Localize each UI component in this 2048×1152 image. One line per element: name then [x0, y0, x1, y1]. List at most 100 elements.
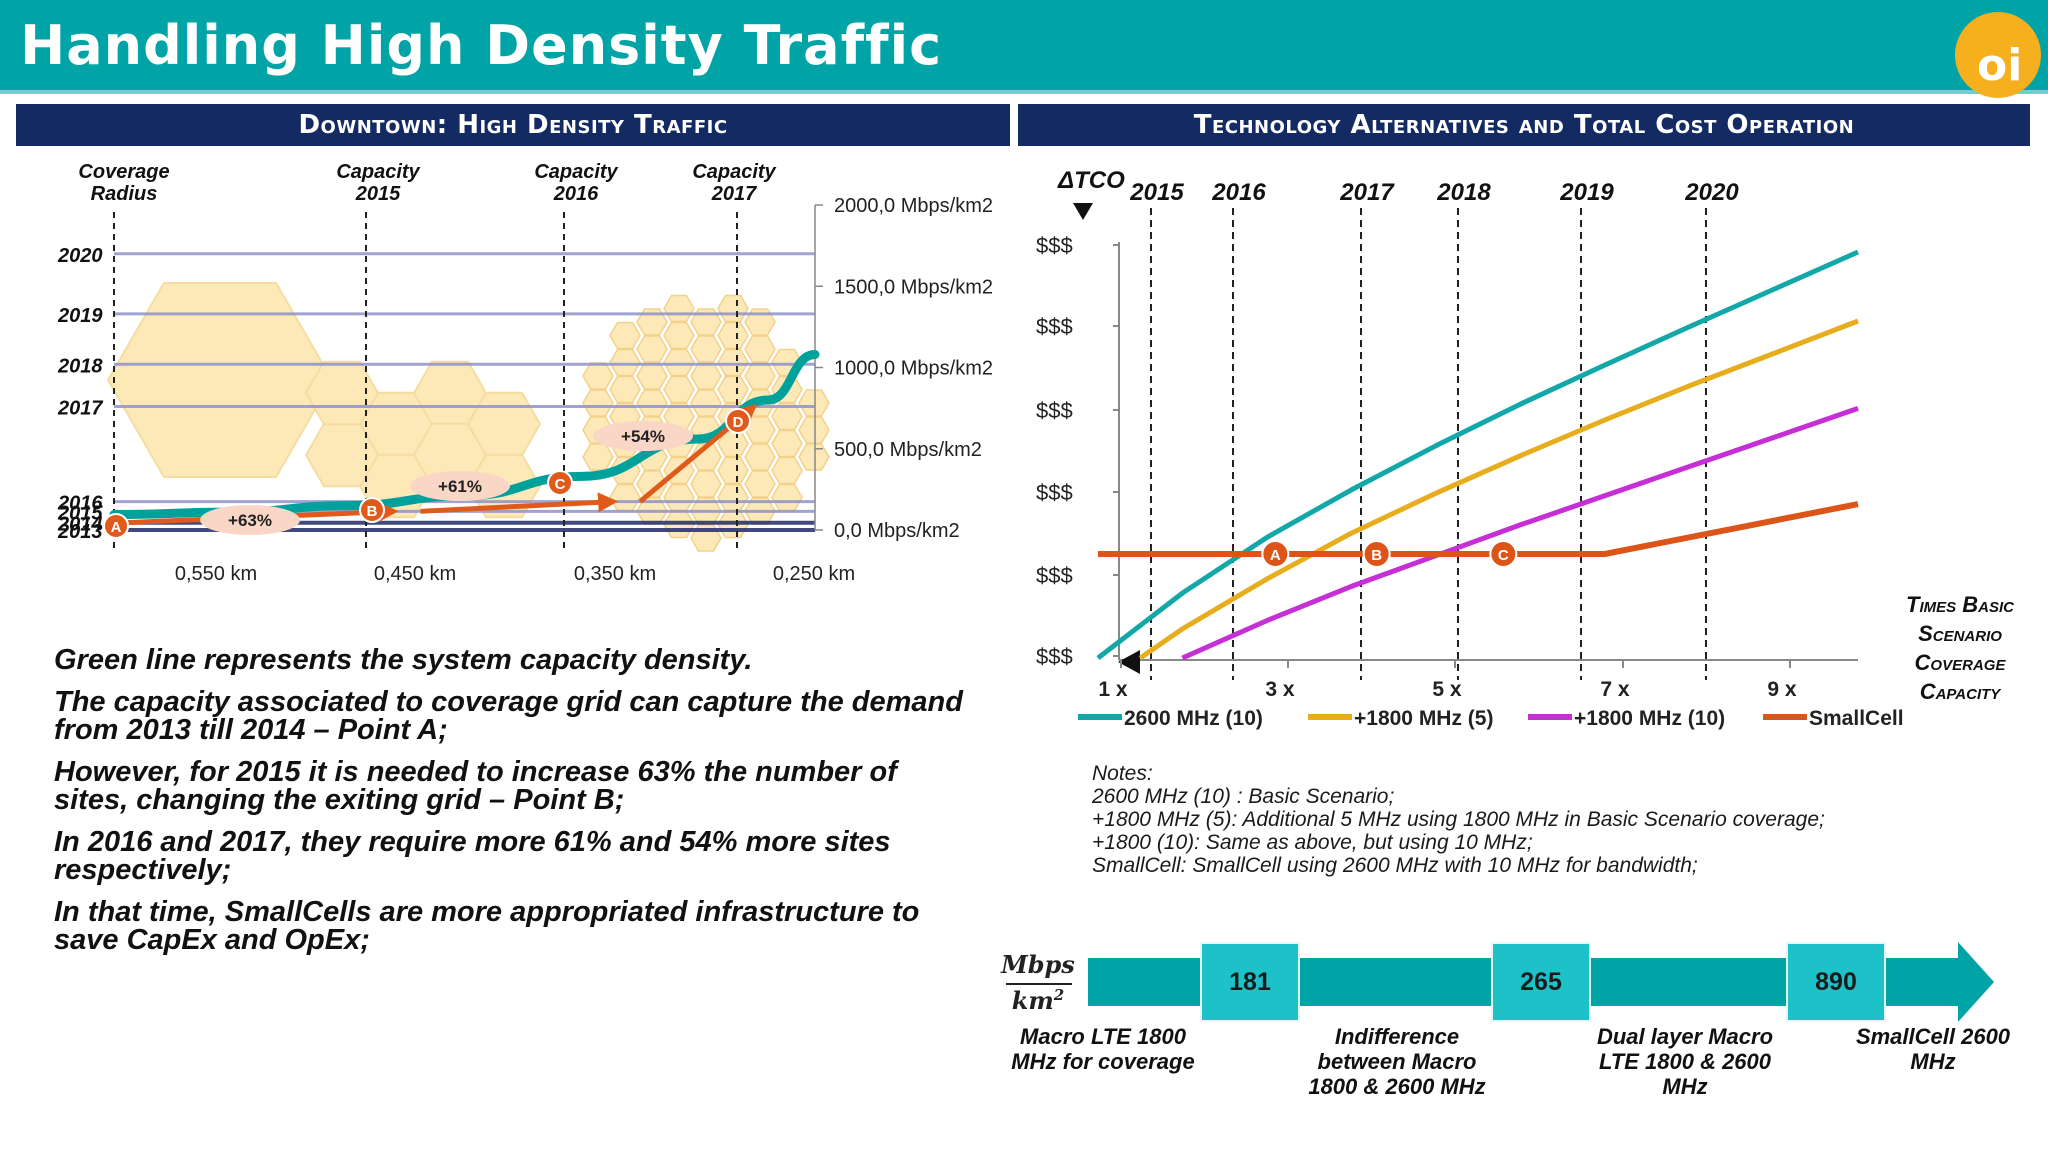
- x-axis-label: 7 x: [1600, 678, 1630, 701]
- point-label: D: [733, 414, 744, 431]
- page-title: Handling High Density Traffic: [20, 14, 943, 77]
- coverage-hexagon: [690, 335, 722, 363]
- column-label: 2015: [355, 183, 401, 205]
- unit-denominator: km2: [998, 986, 1078, 1015]
- y-axis-label: $$$: [1036, 480, 1073, 505]
- point-marker: [359, 497, 385, 523]
- x-axis-label: 1 x: [1098, 678, 1128, 701]
- year-label: 2013: [57, 521, 103, 543]
- stage-label: Macro LTE 1800 MHz for coverage: [1011, 1024, 1195, 1074]
- column-label: Capacity: [692, 161, 776, 183]
- stage-label: SmallCell 2600 MHz: [1855, 1024, 2011, 1074]
- series-line: [1181, 406, 1859, 661]
- coverage-hexagon: [798, 416, 830, 444]
- year-label: 2017: [57, 398, 103, 420]
- value-axis-label: 2000,0 Mbps/km2: [834, 195, 993, 217]
- coverage-hexagon: [690, 470, 722, 498]
- x-axis-label: 3 x: [1265, 678, 1295, 701]
- left-section-header: Downtown: High Density Traffic: [16, 104, 1010, 146]
- notes-title: Notes:: [1092, 762, 1153, 785]
- year-marker-label: 2017: [1339, 179, 1395, 206]
- column-label: Capacity: [534, 161, 618, 183]
- stage-label: Dual layer Macro LTE 1800 & 2600 MHz: [1596, 1024, 1774, 1099]
- coverage-hexagon: [106, 282, 334, 478]
- crossover-point: [1261, 540, 1290, 568]
- point-label: B: [367, 503, 378, 520]
- right-section-header: Technology Alternatives and Total Cost O…: [1018, 104, 2030, 146]
- crossover-label: A: [1270, 547, 1281, 564]
- value-axis-label: 1500,0 Mbps/km2: [834, 276, 993, 298]
- brand-logo: oi: [1955, 12, 2041, 98]
- unit-numerator: Mbps: [1001, 950, 1075, 979]
- y-axis-label: $$$: [1036, 398, 1073, 423]
- unit-denominator-text: km: [1011, 986, 1054, 1015]
- coverage-hexagon: [663, 483, 695, 512]
- point-marker: [547, 470, 573, 496]
- point-marker: [725, 408, 751, 434]
- year-marker-label: 2018: [1436, 179, 1491, 206]
- point-label: C: [555, 476, 566, 493]
- tco-series: A B C: [1096, 249, 1860, 661]
- legend-label: +1800 MHz (10): [1574, 707, 1725, 730]
- coverage-hexagon: [690, 362, 722, 390]
- series-line: [1096, 249, 1860, 660]
- capacity-value-box: 890: [1786, 942, 1886, 1022]
- value-axis-label: 500,0 Mbps/km2: [834, 439, 982, 461]
- x-axis-title: Coverage: [1915, 650, 2007, 675]
- value-axis-label: 1000,0 Mbps/km2: [834, 358, 993, 380]
- crossover-label: B: [1371, 547, 1382, 564]
- point-label: A: [111, 519, 122, 536]
- brand-logo-text: oi: [1977, 40, 2023, 91]
- left-note: In 2016 and 2017, they require more 61% …: [54, 826, 891, 886]
- legend-label: 2600 MHz (10): [1124, 707, 1263, 730]
- coverage-hexagon: [744, 362, 776, 390]
- stage-label: Indifference between Macro 1800 & 2600 M…: [1308, 1024, 1486, 1099]
- year-label: 2015: [57, 502, 103, 524]
- year-label: 2018: [57, 355, 103, 377]
- value-axis-label: 0,0 Mbps/km2: [834, 520, 960, 542]
- capacity-value-box: 181: [1200, 942, 1300, 1022]
- coverage-hexagon: [582, 362, 614, 390]
- coverage-hexagon: [663, 321, 695, 350]
- year-label: 2020: [57, 245, 103, 267]
- coverage-hexagon: [609, 375, 641, 404]
- year-label: 2016: [57, 493, 103, 515]
- coverage-hexagon: [636, 335, 668, 363]
- increase-bubble: [593, 421, 693, 451]
- title-banner: Handling High Density Traffic: [0, 0, 2048, 92]
- x-axis-title: Scenario: [1918, 621, 2002, 646]
- x-axis-title: Times Basic: [1906, 592, 2015, 617]
- column-label: 2016: [553, 183, 599, 205]
- column-label: Coverage: [78, 161, 169, 183]
- increase-label: +63%: [228, 511, 272, 530]
- left-note: The capacity associated to coverage grid…: [54, 686, 963, 746]
- year-marker-label: 2019: [1559, 179, 1614, 206]
- coverage-hexagon: [582, 389, 614, 417]
- left-note: In that time, SmallCells are more approp…: [54, 896, 920, 956]
- right-notes: Notes: 2600 MHz (10) : Basic Scenario; +…: [1092, 762, 2022, 877]
- left-notes: Green line represents the system capacit…: [54, 646, 974, 968]
- coverage-hexagon: [798, 389, 830, 417]
- coverage-hexagon: [636, 470, 668, 498]
- coverage-hexagon: [663, 294, 695, 323]
- year-marker-label: 2015: [1129, 179, 1184, 206]
- left-note: However, for 2015 it is needed to increa…: [54, 756, 897, 816]
- y-axis-title: ΔTCO: [1057, 167, 1125, 194]
- coverage-hexagon: [744, 443, 776, 471]
- legend-label: +1800 MHz (5): [1354, 707, 1493, 730]
- crossover-label: C: [1498, 547, 1509, 564]
- year-marker-label: 2016: [1211, 179, 1266, 206]
- coverage-hexagon: [690, 389, 722, 417]
- coverage-hexagon: [744, 470, 776, 498]
- note-line: +1800 (10): Same as above, but using 10 …: [1092, 831, 1533, 854]
- point-marker: [103, 513, 129, 539]
- coverage-hexagon: [690, 308, 722, 336]
- left-note: Green line represents the system capacit…: [54, 644, 753, 676]
- coverage-hexagon: [609, 321, 641, 350]
- series-line: [1098, 501, 1859, 557]
- coverage-hexagon: [771, 483, 803, 512]
- column-label: Radius: [91, 183, 158, 205]
- coverage-hexagon: [717, 375, 749, 404]
- coverage-hexagon: [798, 443, 830, 471]
